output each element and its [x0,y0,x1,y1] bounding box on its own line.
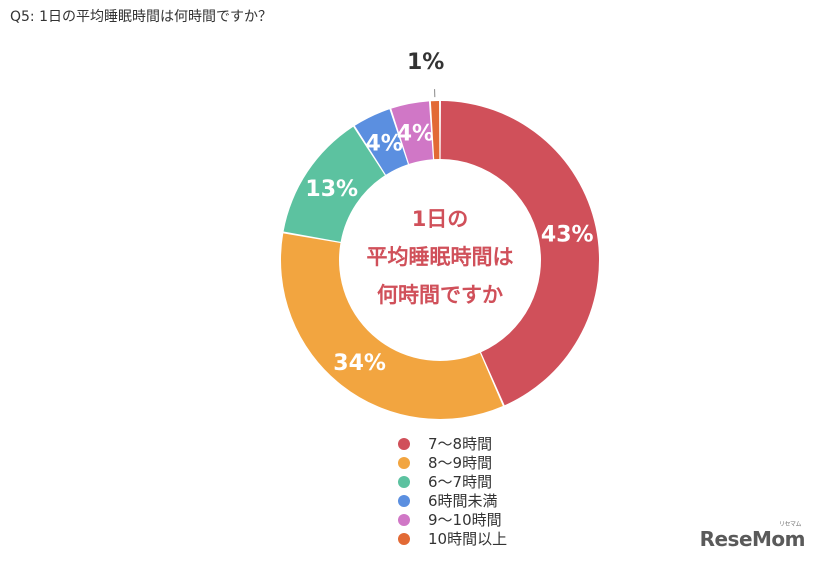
legend-label-3: 6〜7時間 [428,471,492,492]
legend-item-1: 7〜8時間 [398,434,507,453]
legend-swatch-2 [398,457,410,469]
legend-swatch-6 [398,533,410,545]
legend-item-3: 6〜7時間 [398,472,507,491]
legend-label-5: 9〜10時間 [428,509,502,530]
legend-item-6: 10時間以上 [398,529,507,548]
slice-label-2: 34% [333,351,386,376]
legend-label-2: 8〜9時間 [428,452,492,473]
center-text-line-2: 平均睡眠時間は [367,245,514,269]
logo-text: ReseMom [700,527,805,551]
logo-kana: リセマム [779,519,801,528]
slice-label-5: 4% [397,121,434,146]
legend-label-4: 6時間未満 [428,490,498,511]
center-text-line-3: 何時間ですか [377,283,503,307]
center-text-line-1: 1日の [412,207,469,231]
slice-label-6: 1% [407,50,444,75]
legend-item-5: 9〜10時間 [398,510,507,529]
legend-swatch-5 [398,514,410,526]
legend-label-1: 7〜8時間 [428,433,492,454]
legend-swatch-1 [398,438,410,450]
slice-label-3: 13% [305,177,358,202]
legend-swatch-3 [398,476,410,488]
legend-item-2: 8〜9時間 [398,453,507,472]
legend-label-6: 10時間以上 [428,528,507,549]
resemom-logo: ReseMom リセマム [700,527,805,551]
legend-item-4: 6時間未満 [398,491,507,510]
legend-swatch-4 [398,495,410,507]
slice-label-1: 43% [541,222,594,247]
